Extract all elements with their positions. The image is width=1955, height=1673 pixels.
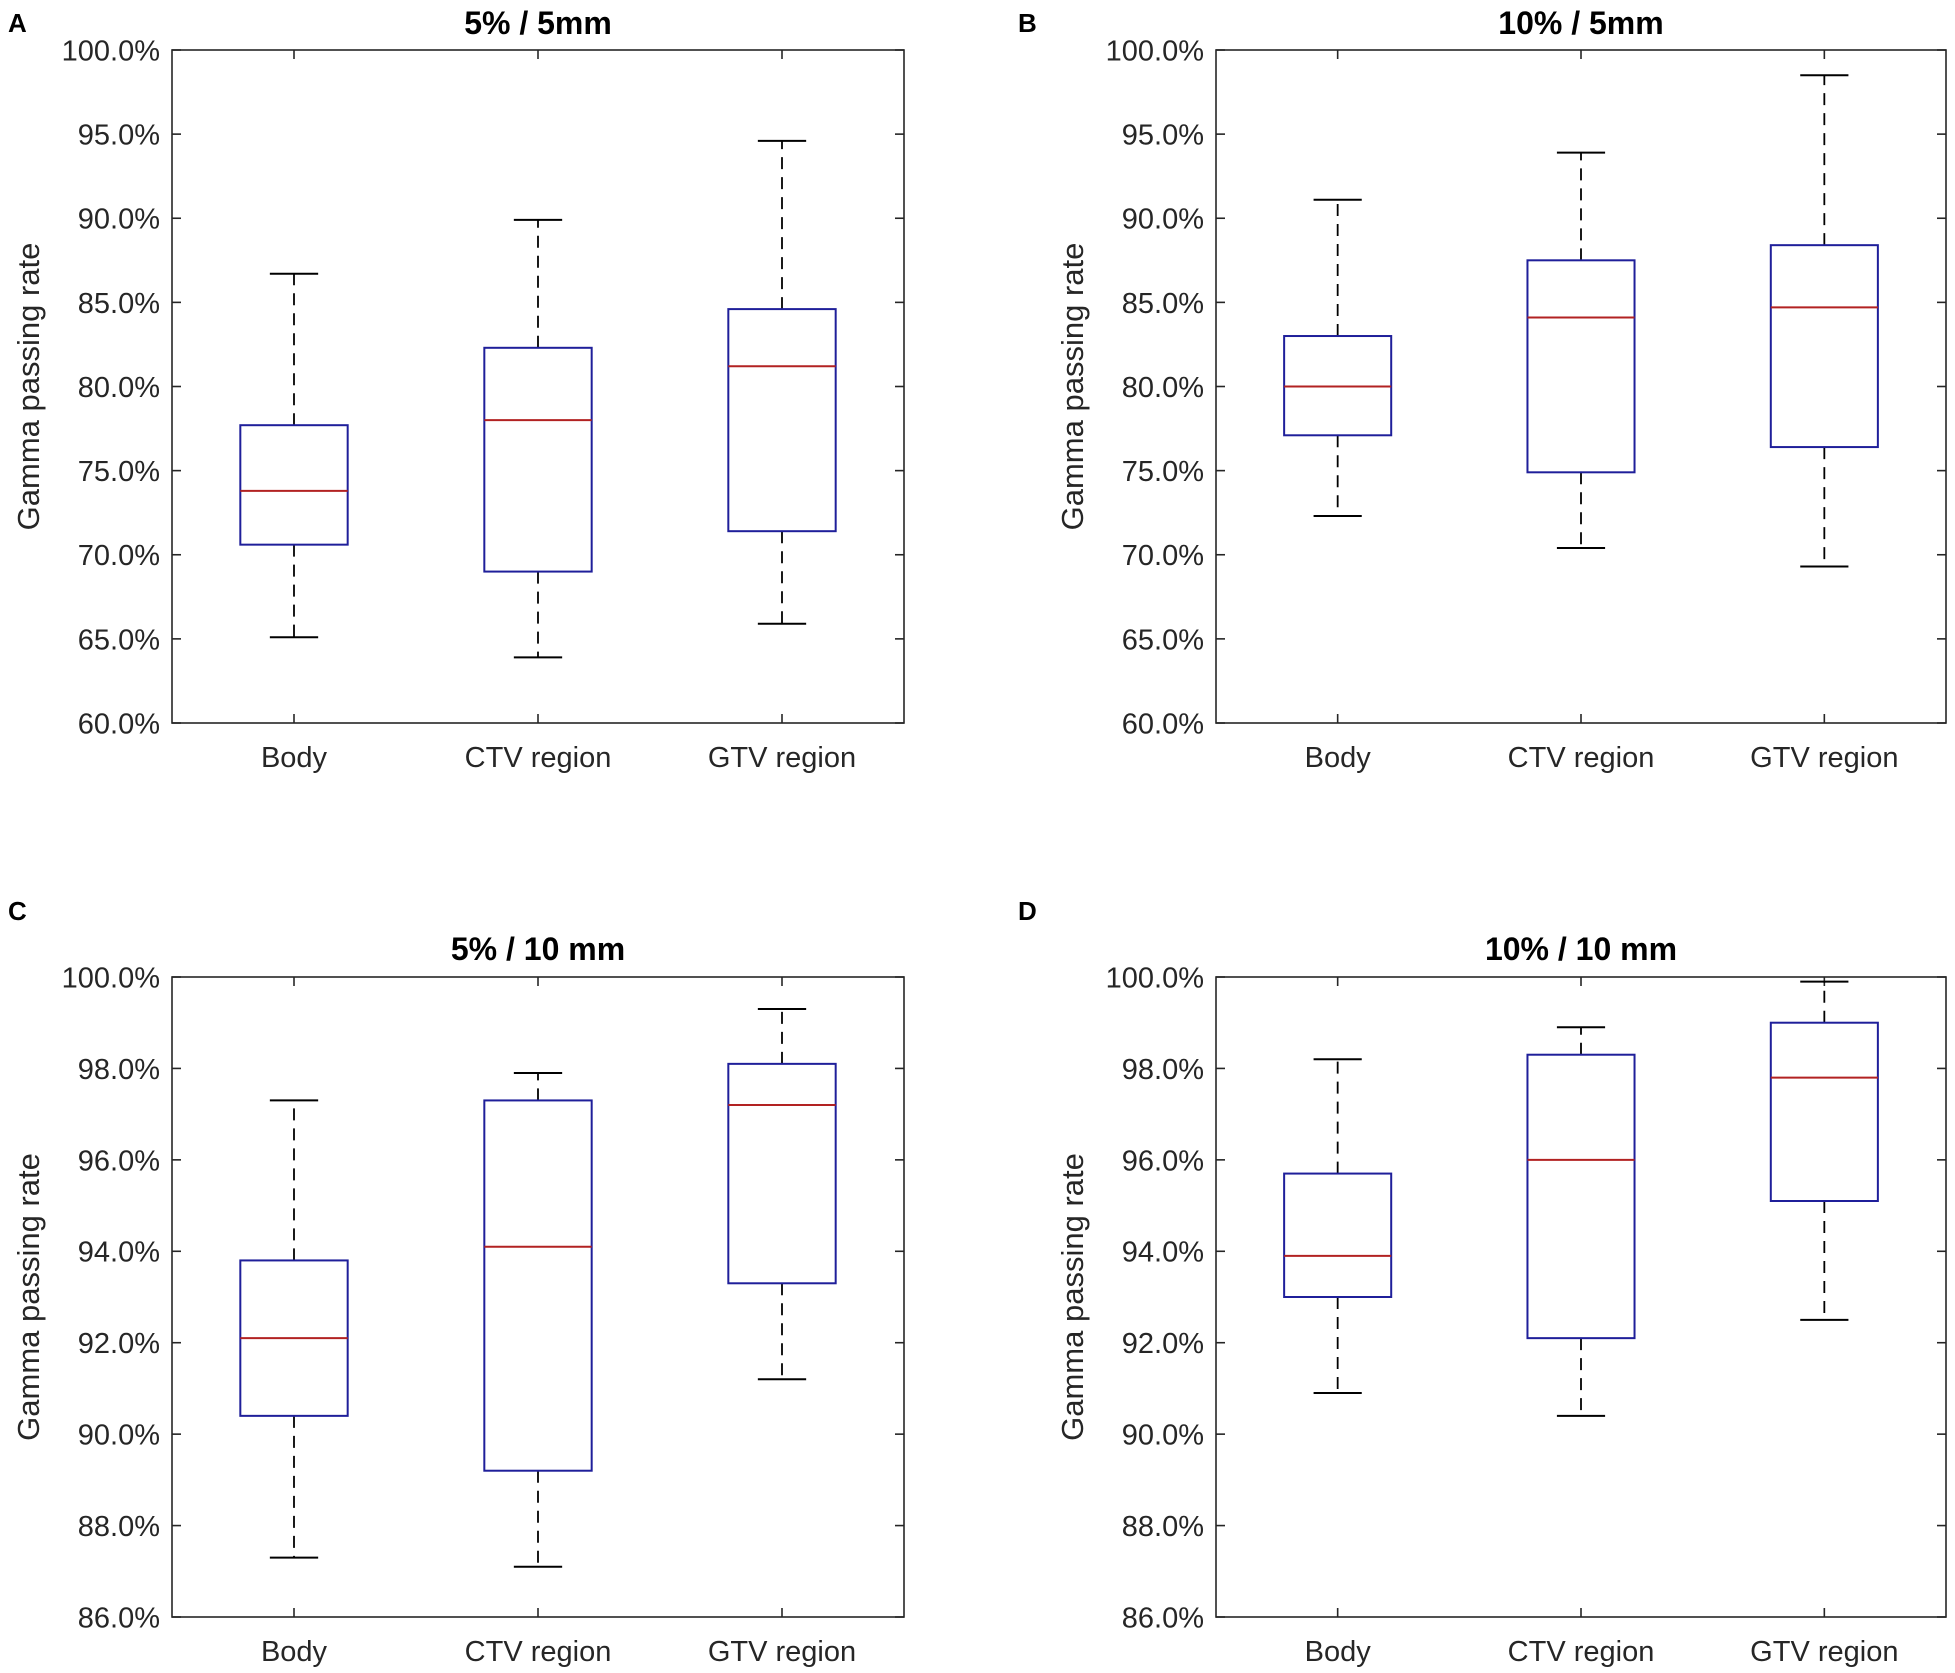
box-body [1283, 198, 1393, 518]
iqr-box [727, 1062, 837, 1285]
y-tick-label: 80.0% [1122, 372, 1204, 404]
y-tick-label: 94.0% [78, 1237, 160, 1269]
y-tick-label: 86.0% [1122, 1602, 1204, 1634]
y-tick-label: 90.0% [78, 204, 160, 236]
y-tick-label: 80.0% [78, 372, 160, 404]
x-tick-label: CTV region [1508, 1636, 1655, 1668]
iqr-box [1526, 259, 1636, 474]
x-tick-label: Body [261, 742, 328, 774]
y-tick-label: 70.0% [78, 540, 160, 572]
plot-frame [171, 976, 905, 1618]
iqr-box [1769, 244, 1879, 449]
y-tick-label: 75.0% [1122, 456, 1204, 488]
y-tick-label: 100.0% [1106, 35, 1204, 67]
panel-letter: B [1018, 8, 1037, 38]
y-tick-label: 75.0% [78, 456, 160, 488]
box-body [239, 1099, 349, 1559]
x-tick-label: CTV region [1508, 742, 1655, 774]
box-ctv-region [1526, 1026, 1636, 1417]
y-tick-label: 94.0% [1122, 1237, 1204, 1269]
box-ctv-region [483, 218, 593, 659]
box-gtv-region [727, 1008, 837, 1381]
y-tick-label: 90.0% [1122, 1420, 1204, 1452]
y-tick-label: 96.0% [1122, 1145, 1204, 1177]
x-tick-label: CTV region [465, 1636, 612, 1668]
plot-frame [1215, 49, 1947, 724]
y-tick-label: 96.0% [78, 1145, 160, 1177]
chart-panel-b: B 10% / 5mm Gamma passing rate 60.0% 65.0% 70… [1018, 5, 1947, 774]
box-body [1283, 1058, 1393, 1394]
box-gtv-region [727, 139, 837, 625]
y-tick-label: 92.0% [78, 1328, 160, 1360]
y-tick-label: 60.0% [1122, 708, 1204, 740]
box-gtv-region [1769, 74, 1879, 568]
y-axis-label: Gamma passing rate [1055, 243, 1090, 531]
box-gtv-region [1769, 980, 1879, 1321]
panel-letter: D [1018, 896, 1037, 926]
y-tick-label: 100.0% [62, 35, 160, 67]
iqr-box [1526, 1053, 1636, 1340]
y-tick-label: 90.0% [1122, 204, 1204, 236]
x-tick-label: Body [261, 1636, 328, 1668]
box-body [239, 272, 349, 639]
chart-title: 5% / 5mm [464, 5, 612, 41]
chart-title: 10% / 10 mm [1485, 931, 1677, 967]
y-tick-label: 90.0% [78, 1420, 160, 1452]
iqr-box [1283, 1172, 1393, 1298]
y-axis-label: Gamma passing rate [1055, 1153, 1090, 1441]
y-tick-label: 88.0% [1122, 1511, 1204, 1543]
plot-frame [1215, 976, 1947, 1618]
iqr-box [1769, 1021, 1879, 1203]
y-tick-label: 98.0% [78, 1054, 160, 1086]
y-tick-label: 65.0% [1122, 624, 1204, 656]
x-tick-label: GTV region [708, 1636, 856, 1668]
y-tick-label: 100.0% [62, 962, 160, 994]
chart-title: 5% / 10 mm [451, 931, 625, 967]
y-axis-label: Gamma passing rate [11, 243, 46, 531]
y-tick-label: 92.0% [1122, 1328, 1204, 1360]
y-tick-label: 86.0% [78, 1602, 160, 1634]
x-tick-label: CTV region [465, 742, 612, 774]
iqr-box [483, 346, 593, 573]
x-tick-label: Body [1305, 742, 1372, 774]
x-tick-label: Body [1305, 1636, 1372, 1668]
y-tick-label: 95.0% [78, 120, 160, 152]
chart-panel-c: C 5% / 10 mm Gamma passing rate 86.0% 88.0% 9… [8, 896, 905, 1668]
iqr-box [483, 1099, 593, 1472]
y-tick-label: 65.0% [78, 624, 160, 656]
y-axis-label: Gamma passing rate [11, 1153, 46, 1441]
chart-title: 10% / 5mm [1498, 5, 1663, 41]
plot-frame [171, 49, 905, 724]
y-tick-label: 85.0% [1122, 288, 1204, 320]
box-ctv-region [1526, 151, 1636, 550]
panel-letter: C [8, 896, 27, 926]
panel-letter: A [8, 8, 27, 38]
x-tick-label: GTV region [708, 742, 856, 774]
y-tick-label: 85.0% [78, 288, 160, 320]
chart-panel-a: A 5% / 5mm Gamma passing rate 60.0% 65.0% 70.… [8, 5, 905, 774]
box-ctv-region [483, 1072, 593, 1568]
chart-panel-d: D 10% / 10 mm Gamma passing rate 86.0% 88.0%… [1018, 896, 1947, 1668]
iqr-box [727, 308, 837, 533]
y-tick-label: 100.0% [1106, 962, 1204, 994]
x-tick-label: GTV region [1750, 1636, 1898, 1668]
y-tick-label: 98.0% [1122, 1054, 1204, 1086]
x-tick-label: GTV region [1750, 742, 1898, 774]
iqr-box [239, 424, 349, 546]
y-tick-label: 70.0% [1122, 540, 1204, 572]
y-tick-label: 95.0% [1122, 120, 1204, 152]
y-tick-label: 60.0% [78, 708, 160, 740]
y-tick-label: 88.0% [78, 1511, 160, 1543]
